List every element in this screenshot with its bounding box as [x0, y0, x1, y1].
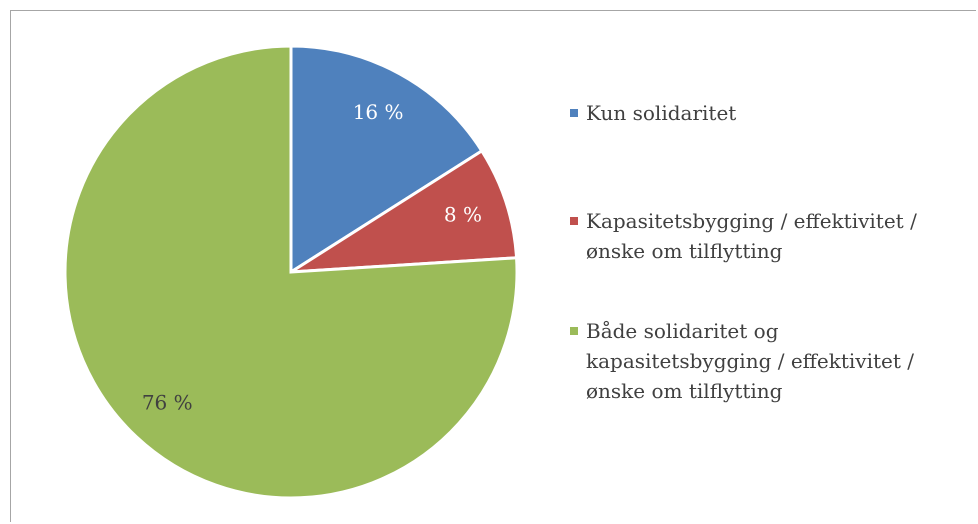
legend-swatch — [570, 109, 578, 117]
data-label: 76 % — [142, 390, 193, 414]
legend-entry: Både solidaritet og kapasitetsbygging / … — [570, 316, 965, 406]
legend-swatch — [570, 217, 578, 225]
legend-label: Kun solidaritet — [586, 101, 737, 125]
legend-swatch — [570, 327, 578, 335]
data-label: 8 % — [444, 203, 482, 227]
legend-entry: Kapasitetsbygging / effektivitet / ønske… — [570, 206, 965, 266]
legend-label: Kapasitetsbygging / effektivitet / ønske… — [586, 209, 917, 263]
legend-label: Både solidaritet og kapasitetsbygging / … — [586, 319, 914, 403]
data-label: 16 % — [353, 100, 404, 124]
pie-slice — [63, 44, 519, 500]
pie-slice — [289, 44, 484, 275]
legend-entry: Kun solidaritet — [570, 98, 965, 128]
chart-frame — [10, 10, 976, 522]
pie-slice — [290, 148, 519, 274]
